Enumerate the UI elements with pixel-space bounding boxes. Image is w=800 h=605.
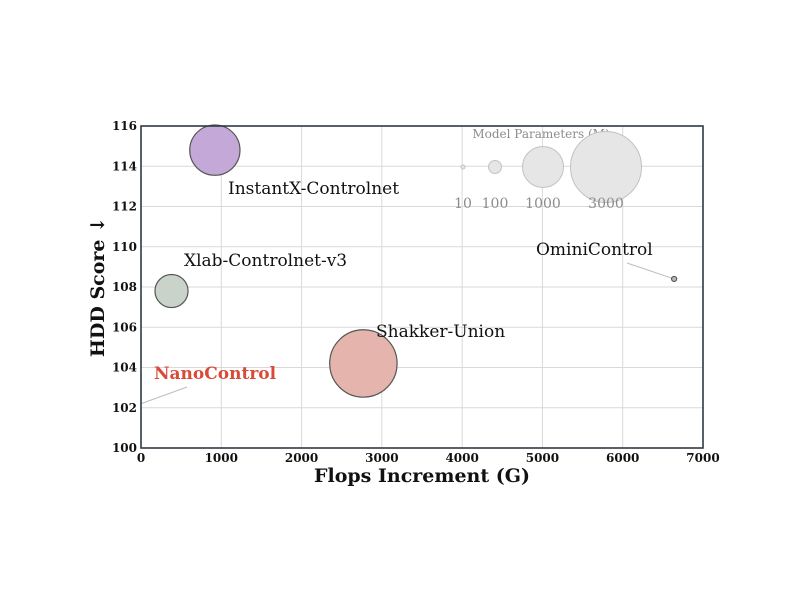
data-bubble (329, 329, 398, 398)
data-label: Xlab-Controlnet-v3 (184, 251, 347, 271)
x-tick-label: 2000 (285, 451, 318, 465)
y-tick-label: 112 (112, 200, 137, 214)
x-tick-label: 5000 (526, 451, 559, 465)
data-labels: InstantX-Controlnet Xlab-Controlnet-v3 Sha… (154, 179, 653, 384)
data-bubble (154, 273, 189, 309)
x-tick-label: 0 (137, 451, 145, 465)
x-tick-label: 3000 (365, 451, 398, 465)
leader-line (140, 386, 188, 405)
size-legend-label: 3000 (588, 196, 624, 212)
y-tick-label: 102 (112, 401, 137, 415)
y-tick-label: 104 (112, 361, 137, 375)
size-legend-bubble (521, 145, 565, 189)
plot-frame (140, 125, 704, 449)
data-bubble (670, 275, 678, 283)
data-bubbles (154, 124, 678, 398)
y-tick-label: 106 (112, 320, 137, 334)
size-legend: Model Parameters (M) 10 100 1000 3000 (454, 127, 643, 212)
x-tick-label: 7000 (686, 451, 719, 465)
leader-line (626, 262, 675, 280)
size-legend-label: 100 (482, 196, 509, 212)
size-legend-label: 1000 (525, 196, 561, 212)
x-tick-label: 4000 (445, 451, 478, 465)
size-legend-title: Model Parameters (M) (472, 127, 609, 141)
y-tick-labels: 100 102 104 106 108 110 112 114 116 (112, 119, 137, 455)
size-legend-bubble (460, 164, 466, 170)
y-tick-label: 116 (112, 119, 137, 133)
size-legend-label: 10 (454, 196, 472, 212)
data-label: OminiControl (536, 240, 653, 260)
x-tick-label: 1000 (205, 451, 238, 465)
x-axis-label: Flops Increment (G) (314, 465, 530, 487)
size-legend-bubble (569, 130, 643, 204)
y-tick-label: 100 (112, 441, 137, 455)
y-tick-label: 114 (112, 159, 137, 173)
data-label: InstantX-Controlnet (228, 179, 399, 199)
data-label: Shakker-Union (376, 322, 505, 342)
x-tick-labels: 0 1000 2000 3000 4000 5000 6000 7000 (137, 451, 720, 465)
data-bubble (189, 124, 241, 176)
y-tick-label: 110 (112, 240, 137, 254)
data-label: NanoControl (154, 364, 277, 384)
y-tick-label: 108 (112, 280, 137, 294)
y-axis-label: HDD Score ↓ (87, 217, 109, 357)
size-legend-bubble (488, 160, 502, 174)
x-tick-label: 6000 (606, 451, 639, 465)
